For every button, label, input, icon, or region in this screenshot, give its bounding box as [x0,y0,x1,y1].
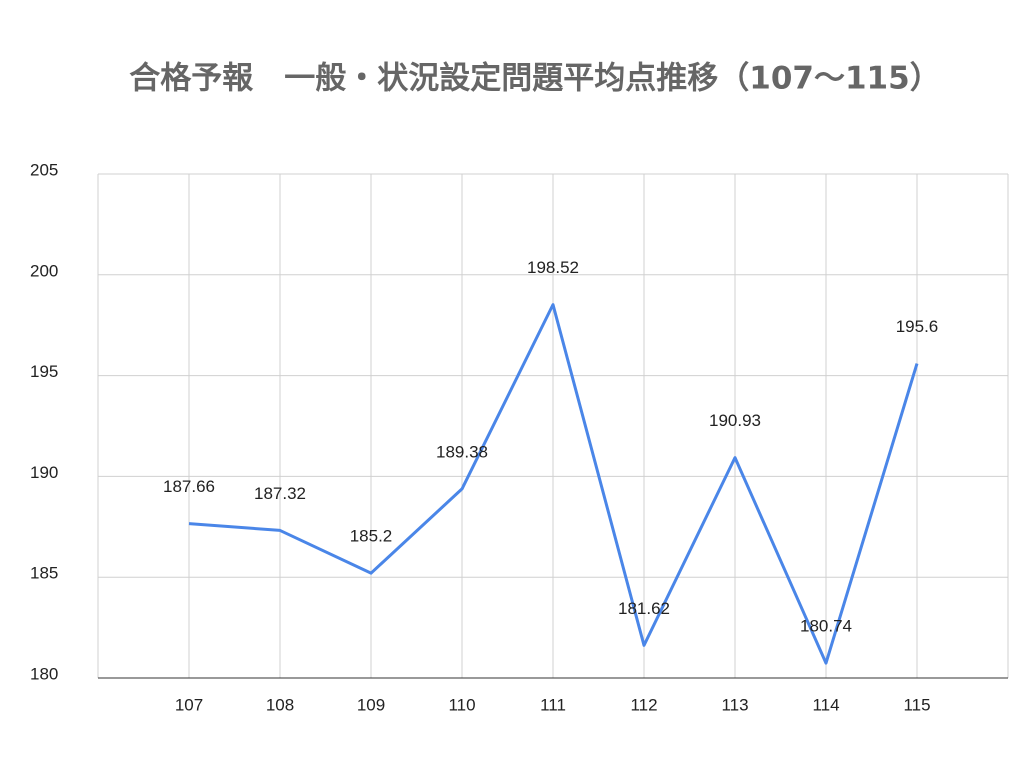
y-tick-label: 205 [30,160,58,179]
x-tick-label: 108 [266,695,294,714]
data-label: 198.52 [527,258,579,277]
x-tick-label: 114 [812,695,839,714]
y-tick-label: 190 [30,463,58,482]
x-tick-label: 112 [630,695,657,714]
chart-title: 合格予報 一般・状況設定問題平均点推移（107〜115） [129,61,940,97]
y-tick-label: 180 [30,664,58,683]
x-tick-label: 109 [357,695,385,714]
data-label: 187.32 [254,484,306,503]
y-tick-label: 195 [30,362,58,381]
y-tick-label: 200 [30,261,58,280]
data-label: 185.2 [350,527,393,546]
data-label: 189.38 [436,442,488,461]
x-tick-label: 110 [448,695,475,714]
y-tick-label: 185 [30,564,58,583]
x-tick-label: 111 [540,695,566,714]
x-tick-label: 113 [721,695,748,714]
data-label: 190.93 [709,411,761,430]
data-label: 181.62 [618,599,670,618]
data-label: 187.66 [163,477,215,496]
line-series [188,303,919,665]
x-tick-label: 107 [175,695,203,714]
data-label: 195.6 [896,317,939,336]
x-tick-label: 115 [903,695,930,714]
data-label: 180.74 [800,617,852,636]
